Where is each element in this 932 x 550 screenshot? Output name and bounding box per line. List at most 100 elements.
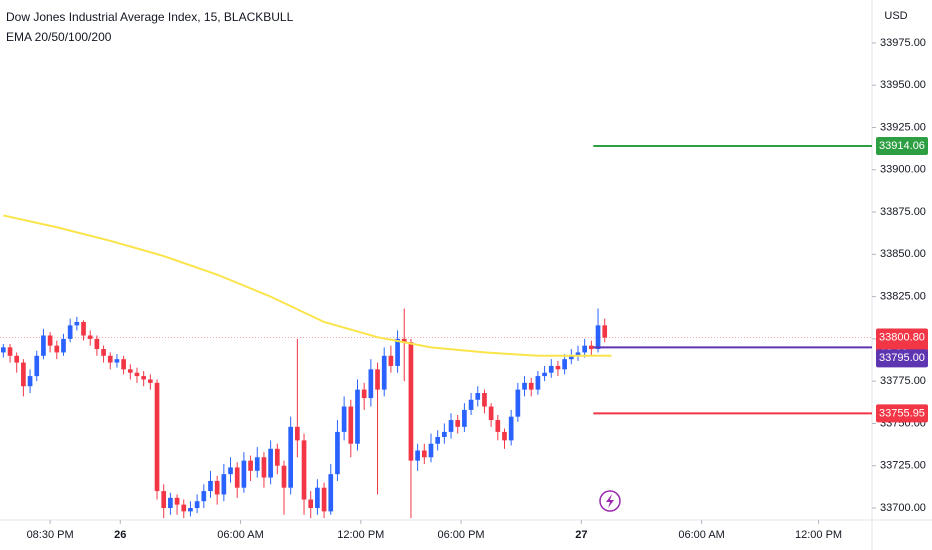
candle-body [542,372,547,377]
candle-body [221,474,227,495]
candle-body [582,345,588,353]
candle-body [248,460,253,471]
candle-body [595,325,601,350]
candle-body [488,406,494,421]
candle-body [462,409,467,427]
candle-body [442,431,447,437]
x-tick-label: 08:30 PM [27,529,74,541]
candle-body [14,355,20,363]
candle-body [535,376,541,390]
candle-body [348,406,354,444]
candle-body [415,450,420,461]
x-tick-label: 06:00 PM [438,529,485,541]
candle-body [154,382,160,492]
candle-body [47,335,53,346]
candle-body [502,431,507,441]
y-tick-label: 33725.00 [880,460,926,472]
candle-body [168,497,173,508]
y-tick-label: 33975.00 [880,37,926,49]
candle-body [301,440,307,500]
candle-body [288,426,294,488]
candle-body [602,325,608,338]
currency: USD [884,10,907,22]
indicator-label: EMA 20/50/100/200 [6,30,112,44]
y-tick-label: 33950.00 [880,79,926,91]
candle-body [141,376,147,380]
candle-body [315,487,320,508]
candle-body [455,420,461,427]
candle-body [161,491,167,508]
candle-body [395,338,400,366]
last-price-box-text: 33800.80 [879,331,925,343]
icon-bolt [606,494,614,508]
candle-body [355,389,360,444]
chart-title: Dow Jones Industrial Average Index, 15, … [6,10,294,24]
y-tick-label: 33850.00 [880,248,926,260]
x-tick-label: 12:00 PM [337,529,384,541]
candle-body [208,480,213,492]
candle-body [41,335,46,356]
candle-body [321,487,327,512]
candle-body [575,352,581,356]
candle-body [261,457,267,478]
candle-body [408,342,414,461]
candle-body [1,347,6,353]
candle-body [34,355,40,377]
level-price-box [876,404,928,423]
x-tick-label: 06:00 AM [217,529,263,541]
candle-body [94,338,100,350]
candle-body [107,355,113,363]
candle-body [21,362,26,387]
x-tick-label: 06:00 AM [678,529,724,541]
candle-body [228,467,233,475]
y-tick-label: 33825.00 [880,291,926,303]
y-tick-label: 33775.00 [880,375,926,387]
lightning-icon[interactable] [599,490,621,512]
candle-body [361,389,367,399]
candle-body [67,325,73,339]
level-price-box-text: 33755.95 [879,407,925,419]
candle-body [468,399,474,410]
x-tick-label: 27 [575,529,587,541]
candle-body [375,369,380,390]
candle-body [174,497,180,505]
candle-body [421,450,427,458]
x-tick-label: 26 [114,529,126,541]
candle-body [528,382,534,390]
candle-body [7,347,13,356]
y-tick-label: 33925.00 [880,121,926,133]
candle-body [589,345,594,350]
level-price-box [876,137,928,156]
candle-body [134,372,140,377]
candle-body [495,420,501,432]
level-price-box [876,349,928,368]
candle-body [241,460,247,488]
candle-body [482,393,487,407]
candle-body [308,499,314,508]
candle-body [281,465,287,488]
candle-body [568,355,574,360]
candle-body [27,376,33,387]
candle-body [87,335,93,339]
candle-body [81,321,86,336]
candle-body [181,504,187,512]
candle-body [475,393,481,400]
candle-body [114,359,120,363]
candle-body [194,501,200,508]
candle-body [555,365,561,370]
candle-body [428,443,434,458]
candle-body [121,359,126,370]
candle-body [74,321,80,326]
candle-body [515,389,521,417]
y-tick-label: 33700.00 [880,502,926,514]
candle-body [127,369,133,373]
candle-body [335,431,340,475]
level-price-box-text: 33795.00 [879,352,925,364]
ema-line [3,214,612,357]
candle-body [562,359,567,370]
candle-body [54,345,60,353]
x-tick-label: 12:00 PM [795,529,842,541]
candle-body [214,480,220,495]
candle-body [368,369,374,399]
